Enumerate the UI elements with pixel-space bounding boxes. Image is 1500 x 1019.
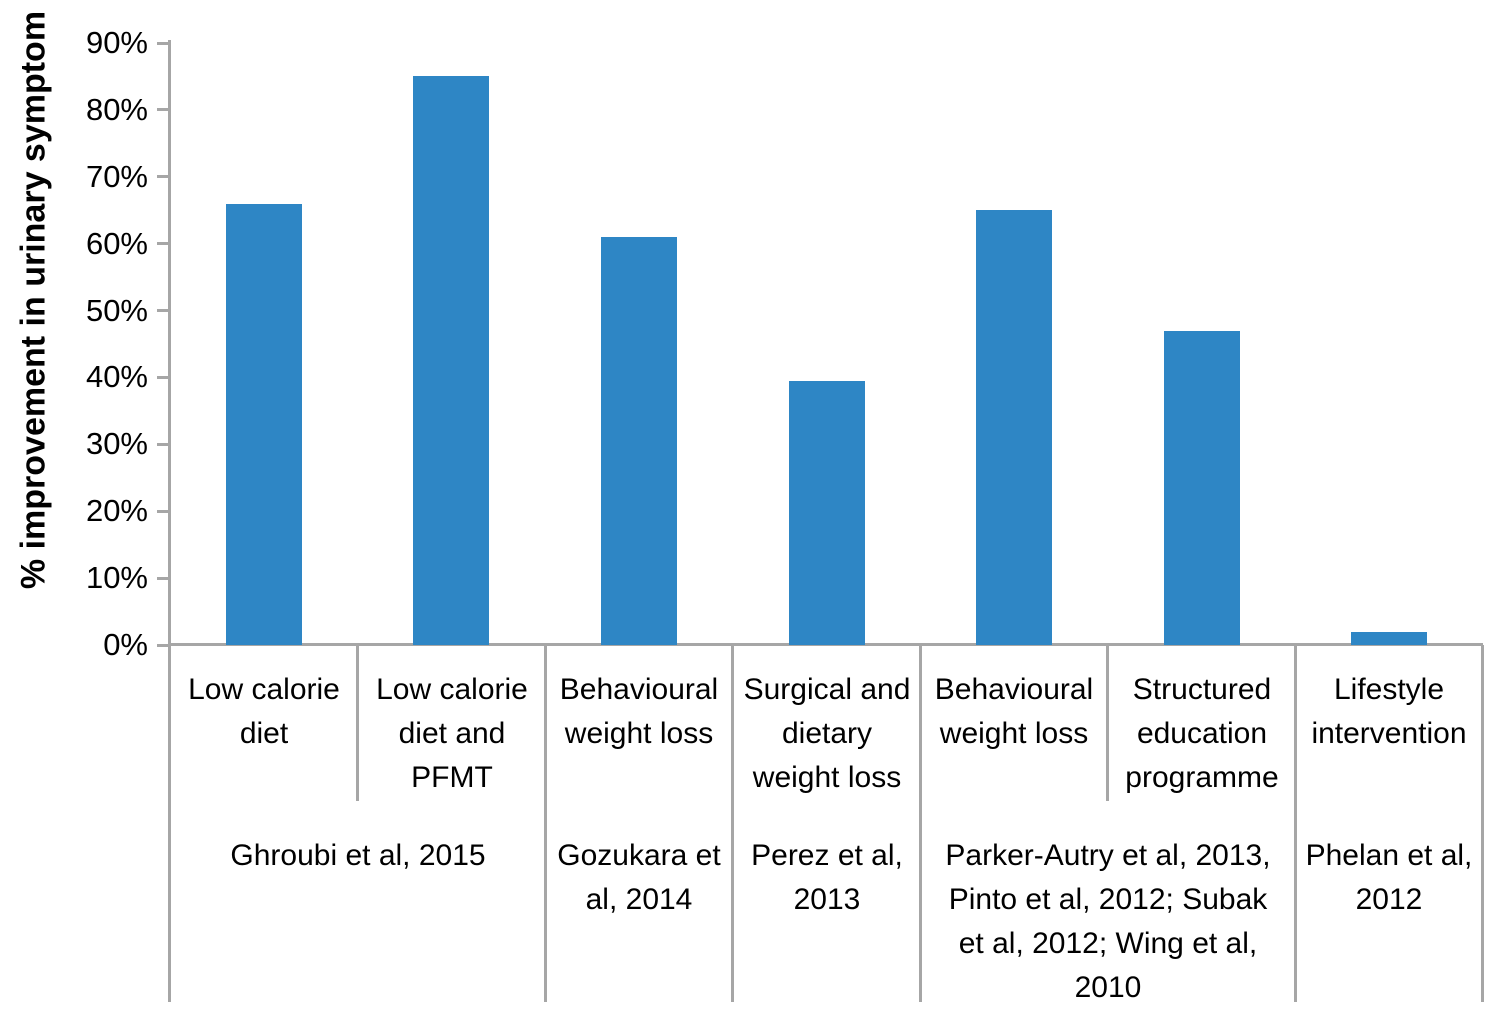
citation-label: Phelan et al, 2012 <box>1305 839 1473 916</box>
category-divider-line <box>543 645 547 1002</box>
y-tick-label: 30% <box>85 426 148 462</box>
y-tick-mark <box>157 309 170 313</box>
category-label: Behavioural weight loss <box>559 673 719 750</box>
y-tick-mark <box>157 442 170 446</box>
y-tick-mark <box>157 108 170 112</box>
y-tick-mark <box>157 242 170 246</box>
category-label: Low calorie diet <box>188 673 340 750</box>
y-tick-label: 20% <box>85 493 148 529</box>
y-tick-mark <box>157 175 170 179</box>
y-tick-mark <box>157 643 170 647</box>
y-tick-mark <box>157 375 170 379</box>
bar-6 <box>1164 331 1240 645</box>
category-label: Low calorie diet and PFMT <box>376 673 528 794</box>
y-tick-label: 70% <box>85 158 148 194</box>
y-tick-label: 60% <box>85 225 148 261</box>
citation-label: Ghroubi et al, 2015 <box>230 839 486 872</box>
category-divider-line <box>918 645 922 1002</box>
bar-2 <box>413 76 489 645</box>
bar-1 <box>226 204 302 645</box>
bar-4 <box>789 381 865 645</box>
category-divider-line <box>731 645 735 1002</box>
y-tick-mark <box>157 509 170 513</box>
y-tick-mark <box>157 576 170 580</box>
category-label: Lifestyle intervention <box>1311 673 1467 750</box>
bar-7 <box>1351 632 1427 645</box>
category-divider-line <box>1106 645 1110 801</box>
y-tick-label: 0% <box>103 627 148 662</box>
citation-label: Perez et al, 2013 <box>751 839 903 916</box>
y-tick-label: 80% <box>85 91 148 127</box>
y-axis-line <box>168 40 171 1002</box>
category-label: Structured education programme <box>1125 673 1279 794</box>
table-right-line <box>1481 645 1484 1002</box>
bar-3 <box>601 237 677 645</box>
bar-5 <box>976 210 1052 645</box>
citation-label: Parker-Autry et al, 2013, Pinto et al, 2… <box>945 839 1271 1004</box>
y-tick-label: 40% <box>85 359 148 395</box>
category-divider-line <box>1293 645 1297 1002</box>
citation-label: Gozukara et al, 2014 <box>557 839 721 916</box>
y-tick-label: 10% <box>85 560 148 596</box>
category-label: Behavioural weight loss <box>934 673 1094 750</box>
y-tick-mark <box>157 41 170 45</box>
y-tick-label: 90% <box>85 25 148 60</box>
category-divider-line <box>356 645 360 801</box>
y-tick-label: 50% <box>85 292 148 328</box>
category-label: Surgical and dietary weight loss <box>743 673 911 794</box>
